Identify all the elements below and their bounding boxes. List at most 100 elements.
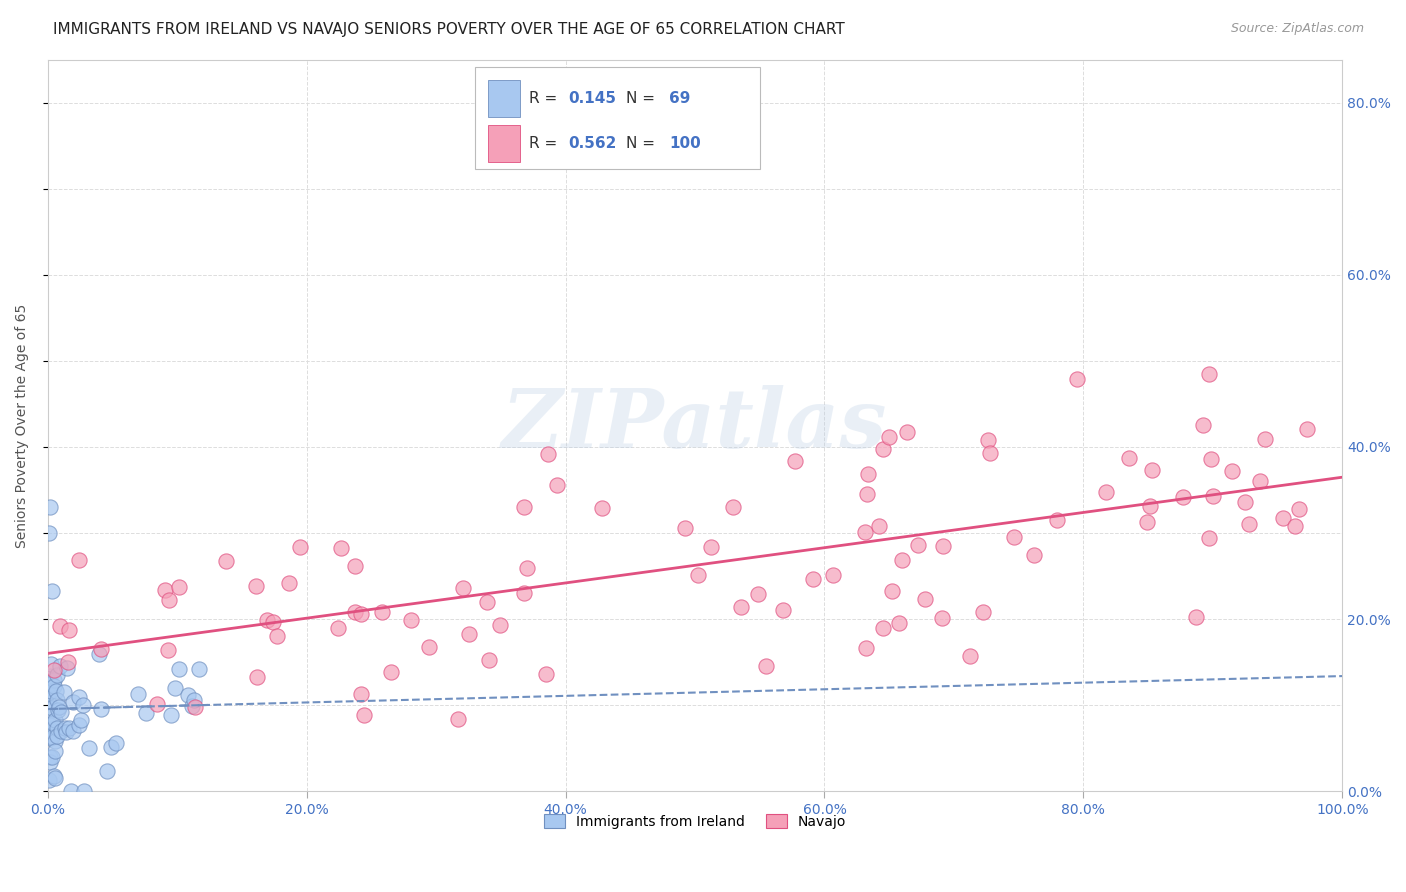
Point: [513, 586, 536, 600]
Point: [38, 526, 60, 541]
Point: [73, 784, 96, 798]
Point: [37, 693, 59, 707]
Point: [62, 695, 84, 709]
Point: [46, 730, 69, 744]
Point: [39, 677, 62, 691]
Point: [350, 607, 373, 622]
Point: [167, 662, 190, 676]
Point: [55, 724, 77, 739]
Point: [49, 705, 72, 719]
Point: [343, 559, 366, 574]
Point: [723, 500, 745, 515]
Point: [183, 692, 205, 706]
Point: [38, 722, 60, 736]
Point: [41, 657, 63, 671]
Point: [38, 673, 60, 687]
Point: [699, 540, 721, 554]
FancyBboxPatch shape: [488, 126, 520, 162]
Point: [44, 734, 66, 748]
Point: [187, 662, 209, 676]
Point: [215, 554, 238, 568]
Point: [880, 584, 903, 599]
Point: [801, 572, 824, 586]
Point: [263, 615, 285, 630]
Point: [1185, 610, 1208, 624]
Point: [979, 446, 1001, 460]
Point: [1173, 490, 1195, 504]
Point: [163, 681, 186, 696]
Text: ZIPatlas: ZIPatlas: [502, 385, 887, 466]
Point: [872, 622, 894, 636]
Point: [58, 623, 80, 637]
Point: [478, 653, 501, 667]
Point: [344, 605, 367, 619]
Point: [1139, 499, 1161, 513]
FancyBboxPatch shape: [475, 67, 759, 169]
Point: [56, 661, 79, 675]
Point: [1271, 511, 1294, 525]
Point: [536, 667, 558, 681]
Point: [67, 690, 90, 704]
Point: [46, 721, 69, 735]
Point: [1191, 417, 1213, 432]
Point: [167, 580, 190, 594]
Point: [1296, 422, 1319, 436]
Point: [516, 560, 538, 574]
Point: [37, 681, 59, 695]
Point: [39, 755, 62, 769]
Point: [96, 764, 118, 779]
Point: [38, 500, 60, 515]
Point: [1288, 502, 1310, 516]
Text: N =: N =: [627, 91, 661, 106]
Point: [56, 655, 79, 669]
Point: [100, 739, 122, 754]
Point: [591, 500, 613, 515]
Point: [290, 540, 312, 554]
Point: [41, 701, 63, 715]
Point: [38, 669, 60, 683]
Point: [350, 687, 373, 701]
Point: [1198, 531, 1220, 545]
Point: [44, 713, 66, 727]
Point: [42, 679, 65, 693]
Point: [475, 595, 498, 609]
Point: [1199, 452, 1222, 467]
Point: [353, 708, 375, 723]
Point: [1233, 495, 1256, 509]
Point: [1284, 518, 1306, 533]
Point: [37, 723, 59, 738]
Point: [447, 711, 470, 725]
Point: [872, 442, 894, 456]
Point: [976, 434, 998, 448]
Point: [772, 602, 794, 616]
Point: [127, 688, 149, 702]
Text: IMMIGRANTS FROM IRELAND VS NAVAJO SENIORS POVERTY OVER THE AGE OF 65 CORRELATION: IMMIGRANTS FROM IRELAND VS NAVAJO SENIOR…: [53, 22, 845, 37]
Point: [1094, 484, 1116, 499]
Point: [1002, 530, 1025, 544]
Point: [157, 593, 180, 607]
Point: [458, 627, 481, 641]
Point: [48, 700, 70, 714]
Text: 0.562: 0.562: [568, 136, 616, 152]
Point: [1220, 464, 1243, 478]
Point: [488, 617, 510, 632]
Point: [891, 553, 914, 567]
Point: [537, 446, 560, 460]
Point: [972, 605, 994, 619]
Text: R =: R =: [529, 136, 562, 152]
Point: [246, 669, 269, 683]
Text: Source: ZipAtlas.com: Source: ZipAtlas.com: [1230, 22, 1364, 36]
Point: [90, 702, 112, 716]
Point: [38, 773, 60, 788]
Point: [856, 487, 879, 501]
Point: [278, 575, 301, 590]
Point: [90, 642, 112, 657]
Point: [153, 582, 176, 597]
Point: [48, 659, 70, 673]
Point: [959, 649, 981, 664]
Point: [46, 668, 69, 682]
Point: [1249, 474, 1271, 488]
Point: [380, 665, 402, 679]
Point: [46, 703, 69, 717]
Point: [868, 519, 890, 533]
